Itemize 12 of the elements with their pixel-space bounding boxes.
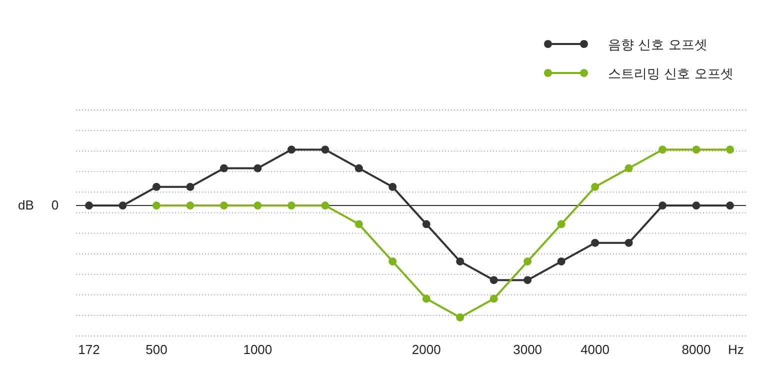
x-tick-label: 3000 [513,342,542,357]
x-tick-label: 172 [78,342,100,357]
x-tick-label: 8000 [682,342,711,357]
x-tick-label: 500 [146,342,168,357]
legend-label: 스트리밍 신호 오프셋 [608,67,734,82]
x-tick-label: 1000 [243,342,272,357]
x-tick-label: 4000 [580,342,610,357]
ref-line-label: 0 [51,198,59,213]
y-axis-title: dB [18,198,34,213]
x-tick-label: 2000 [412,342,441,357]
legend-label: 음향 신호 오프셋 [608,38,708,53]
x-axis-title: Hz [728,342,744,357]
